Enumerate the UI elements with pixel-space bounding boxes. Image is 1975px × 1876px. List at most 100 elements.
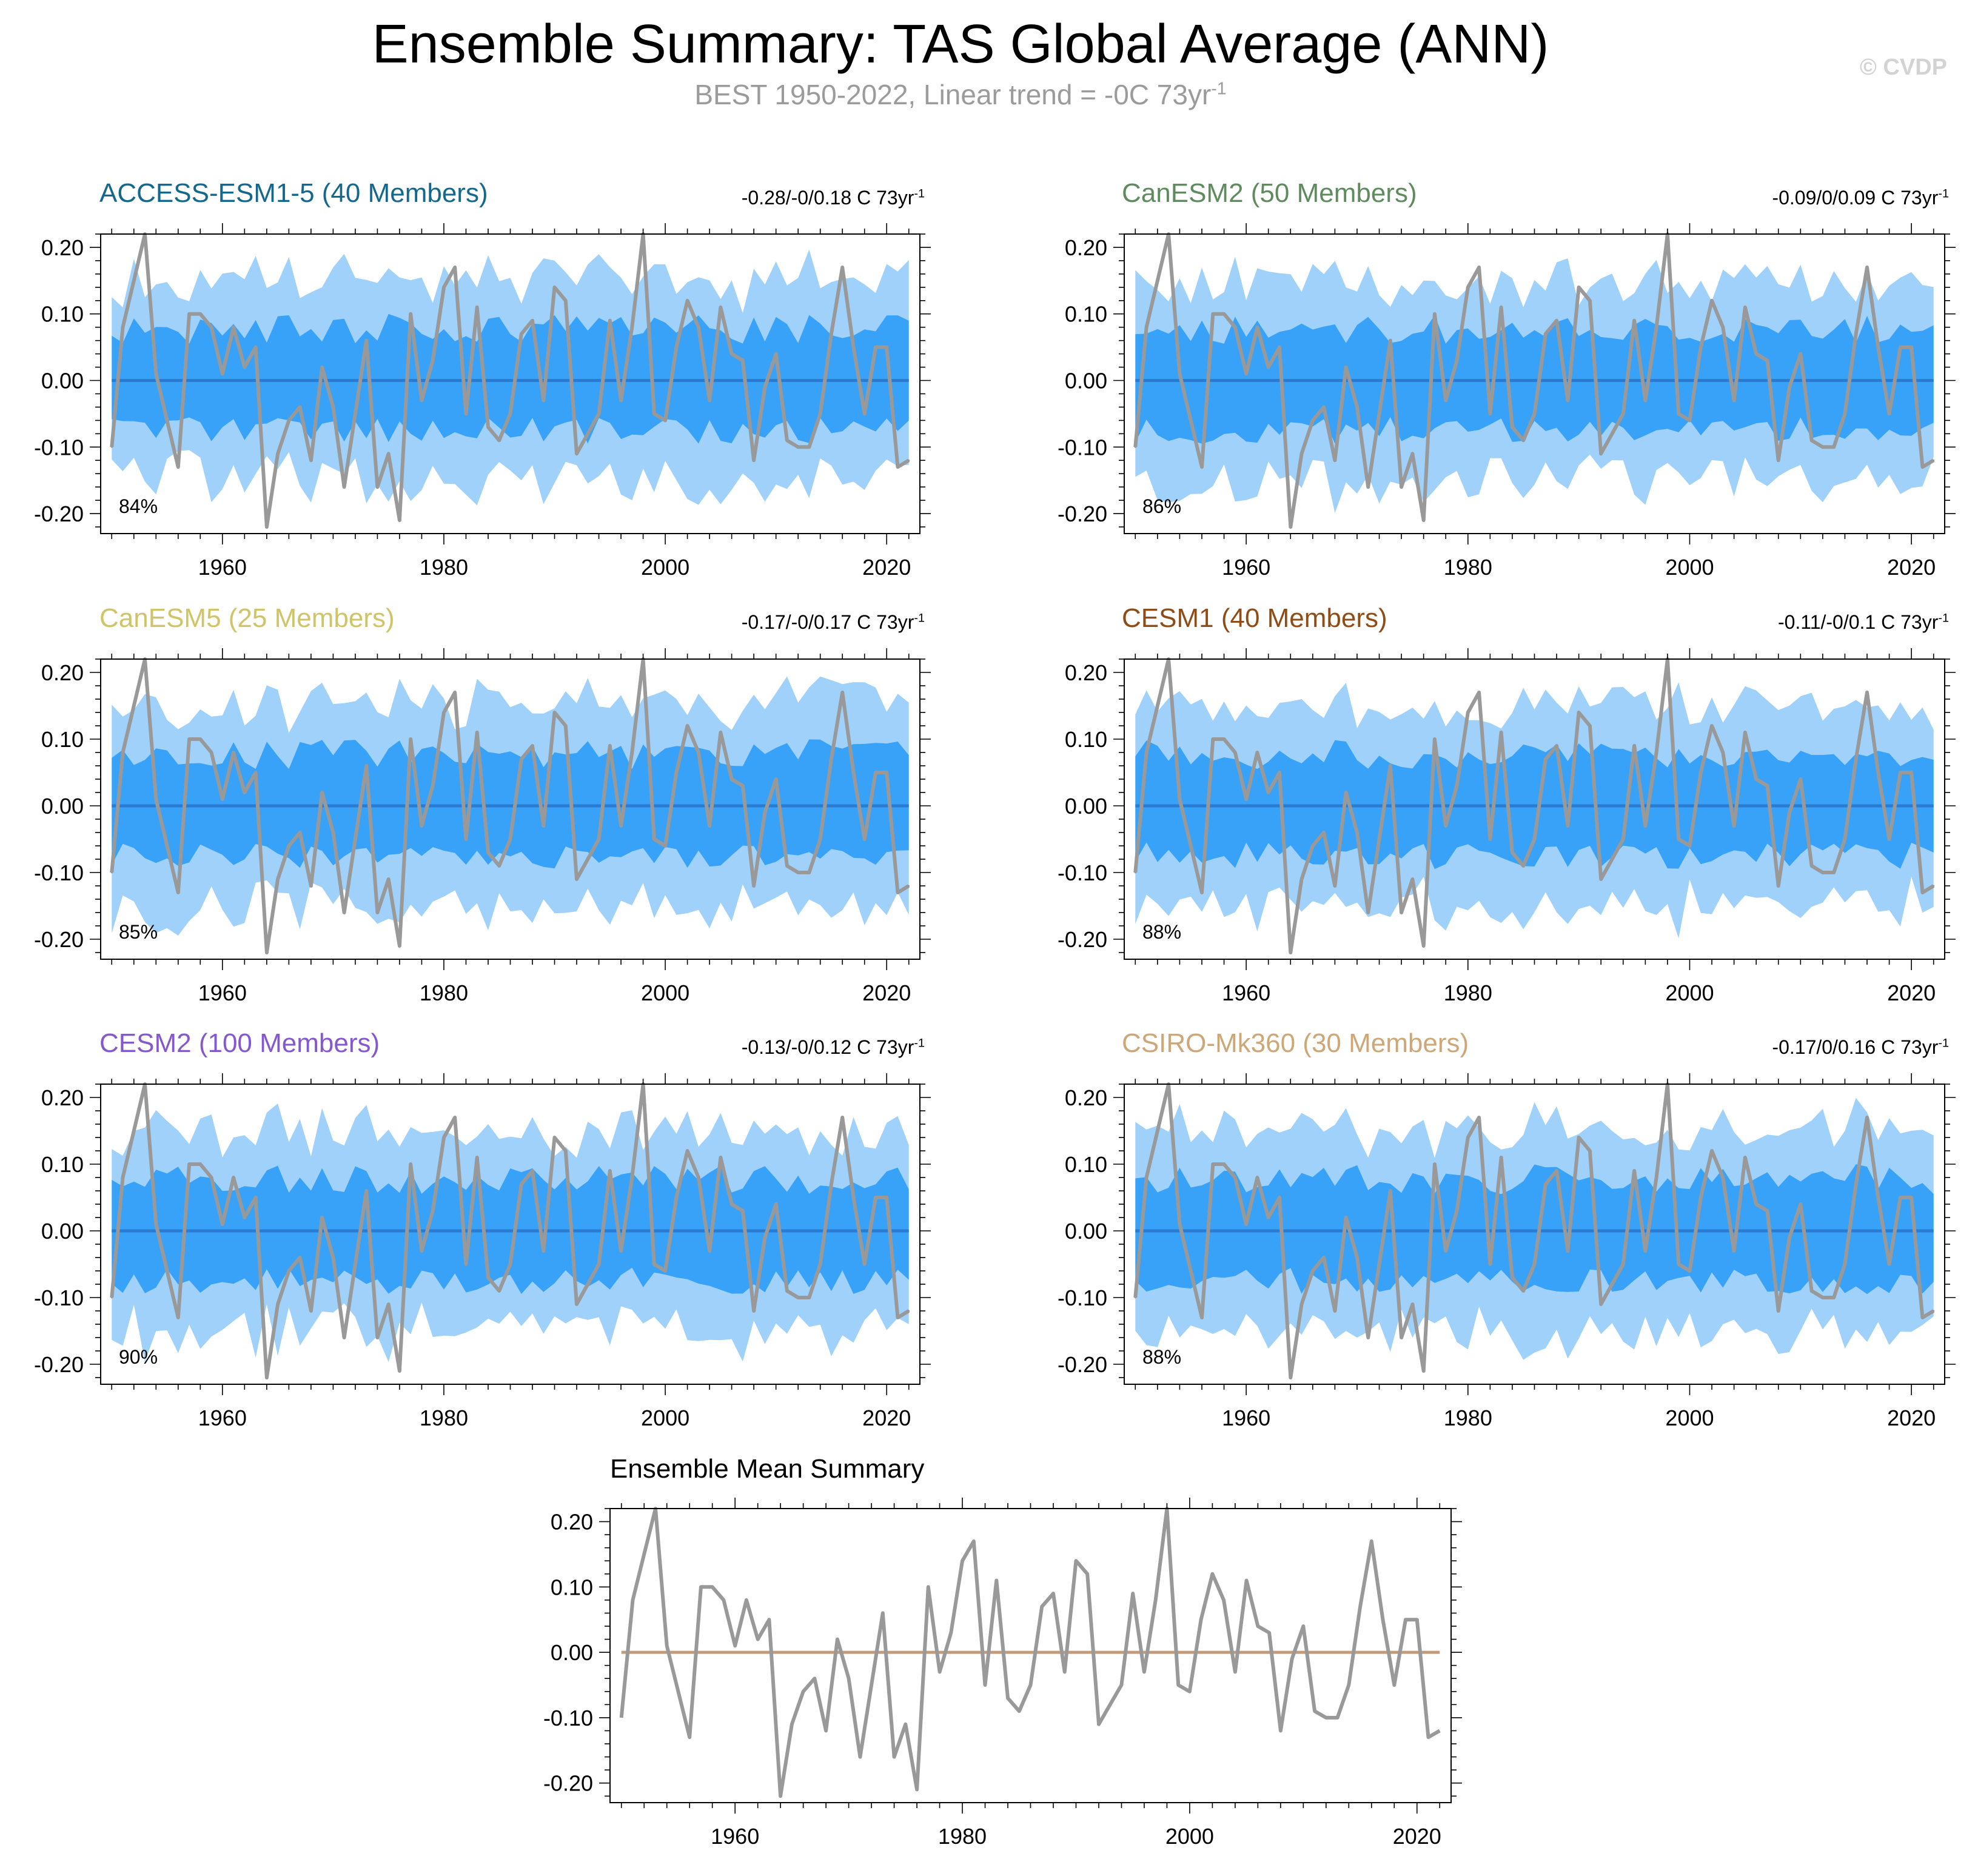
x-tick-label: 1960 — [198, 980, 247, 1005]
observed-point — [531, 745, 534, 747]
observed-point — [243, 791, 246, 794]
observed-point — [1456, 360, 1458, 362]
x-tick-label: 2020 — [862, 555, 911, 580]
observed-point — [1467, 711, 1469, 714]
observed-point — [432, 785, 434, 787]
subtitle-text: BEST 1950-2022, Linear trend = -0C 73yr — [694, 79, 1212, 110]
observed-point — [1433, 313, 1436, 315]
observed-point — [110, 871, 113, 874]
observed-point — [1423, 945, 1425, 947]
observed-point — [122, 751, 124, 754]
observed-point — [409, 1163, 412, 1165]
observed-point — [1755, 353, 1757, 355]
observed-point — [454, 1116, 456, 1119]
observed-point — [277, 452, 279, 455]
inner-spread-band — [112, 313, 909, 444]
observed-point — [1899, 1196, 1902, 1199]
observed-point — [775, 1203, 777, 1205]
observed-point — [321, 1216, 323, 1219]
observed-point — [188, 313, 190, 315]
observed-point — [885, 771, 888, 774]
observed-point — [321, 366, 323, 369]
x-tick-label: 2000 — [641, 1405, 689, 1430]
observed-point — [1589, 725, 1591, 727]
observed-point — [575, 878, 578, 880]
observed-point — [1933, 1310, 1935, 1312]
observed-point — [853, 771, 854, 774]
observed-point — [277, 878, 279, 880]
y-tick-label: -0.20 — [1058, 501, 1107, 526]
observed-point — [1245, 1223, 1247, 1225]
observed-point — [1145, 326, 1148, 329]
observed-point — [908, 885, 910, 887]
observed-point — [609, 1170, 611, 1172]
observed-point — [1489, 412, 1491, 415]
observed-point — [719, 1156, 722, 1159]
observed-point — [1555, 320, 1558, 322]
observed-point — [166, 419, 168, 421]
observed-point — [819, 412, 822, 415]
observed-point — [830, 758, 833, 760]
observed-point — [797, 1296, 799, 1299]
observed-point — [1832, 871, 1835, 874]
observed-point — [1921, 466, 1923, 468]
x-tick-label: 1980 — [1444, 980, 1492, 1005]
observed-point — [177, 891, 179, 894]
observed-point — [1522, 1290, 1524, 1292]
percent-label: 84% — [119, 495, 158, 517]
observed-point — [454, 691, 456, 694]
y-tick-label: 0.10 — [41, 1152, 84, 1177]
observed-point — [465, 412, 467, 415]
observed-point — [1389, 765, 1392, 767]
subtitle-superscript: -1 — [1211, 79, 1227, 99]
observed-point — [719, 731, 722, 734]
observed-point — [476, 731, 478, 734]
observed-point — [763, 811, 766, 814]
observed-point — [830, 1183, 833, 1185]
y-tick-label: 0.00 — [1065, 794, 1107, 819]
observed-point — [1811, 439, 1813, 441]
observed-point — [365, 765, 367, 767]
plot-frame — [100, 1084, 920, 1385]
observed-point — [1178, 798, 1181, 800]
observed-point — [520, 1183, 523, 1185]
observed-point — [365, 340, 367, 342]
observed-point — [321, 791, 323, 794]
observed-point — [1788, 811, 1791, 814]
observed-point — [565, 725, 567, 727]
panel-title-cesm1: CESM1 (40 Members) — [1122, 603, 1387, 633]
observed-point — [1456, 785, 1458, 787]
observed-point — [1722, 751, 1724, 754]
observed-point — [1301, 878, 1303, 880]
observed-point — [1444, 825, 1447, 827]
plot-frame — [1124, 658, 1945, 960]
observed-point — [1700, 1196, 1702, 1199]
observed-point — [1644, 1250, 1646, 1252]
observed-point — [1677, 412, 1680, 415]
observed-point — [398, 519, 401, 521]
observed-point — [1278, 1196, 1281, 1199]
observed-point — [1256, 1176, 1258, 1179]
observed-point — [210, 326, 213, 329]
observed-point — [1866, 266, 1868, 269]
observed-point — [1822, 1296, 1824, 1299]
observed-point — [232, 326, 235, 329]
observed-point — [420, 1250, 423, 1252]
observed-point — [863, 838, 866, 840]
y-tick-label: 0.00 — [551, 1640, 593, 1665]
observed-point — [1333, 1310, 1336, 1312]
observed-point — [1323, 406, 1325, 408]
panel-title-access-esm1-5: ACCESS-ESM1-5 (40 Members) — [99, 178, 488, 208]
observed-point — [1555, 745, 1558, 747]
observed-point — [1478, 691, 1480, 694]
observed-point — [1289, 526, 1292, 528]
observed-point — [1511, 426, 1514, 428]
observed-point — [1799, 1203, 1802, 1205]
observed-point — [575, 1303, 578, 1305]
observed-point — [255, 346, 257, 349]
observed-point — [786, 1290, 788, 1292]
observed-point — [387, 1303, 390, 1305]
observed-point — [1267, 366, 1270, 369]
observed-point — [1178, 1223, 1181, 1225]
observed-point — [1711, 725, 1713, 727]
